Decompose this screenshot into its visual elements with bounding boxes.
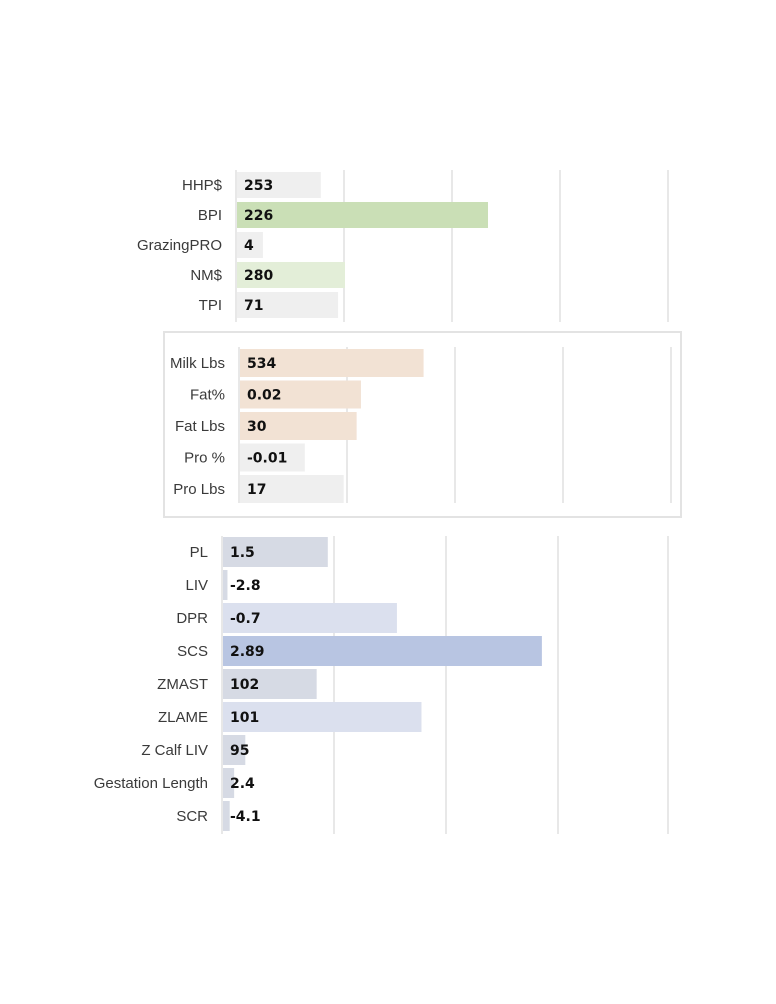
bar-fat-lbs xyxy=(240,412,357,440)
category-label: Fat Lbs xyxy=(175,418,225,435)
value-label: 17 xyxy=(247,482,266,498)
value-label: -0.7 xyxy=(230,611,261,627)
value-label: 1.5 xyxy=(230,545,255,561)
category-label: Fat% xyxy=(190,387,225,404)
category-label: Pro Lbs xyxy=(173,481,225,498)
category-label: SCR xyxy=(176,808,208,825)
category-label: Gestation Length xyxy=(94,775,208,792)
value-label: 0.02 xyxy=(247,388,282,404)
bar-milk-lbs xyxy=(240,349,424,377)
bar-scr xyxy=(223,801,230,831)
value-label: -0.01 xyxy=(247,451,287,467)
value-label: 253 xyxy=(244,178,273,194)
bar-zlame xyxy=(223,702,422,732)
category-label: ZMAST xyxy=(157,676,208,693)
value-label: 226 xyxy=(244,208,273,224)
bar-grazingpro xyxy=(237,232,263,258)
chart-health: PL 1.5 LIV -2.8 DPR -0.7 SCS 2.89 ZMAST 102 ZLAME 1… xyxy=(0,534,776,836)
bar-zmast xyxy=(223,669,317,699)
category-label: Z Calf LIV xyxy=(141,742,208,759)
value-label: 2.89 xyxy=(230,644,265,660)
value-label: 102 xyxy=(230,677,259,693)
bar-bpi xyxy=(237,202,488,228)
category-label: TPI xyxy=(199,297,222,314)
chart-indexes-svg: HHP$ 253 BPI 226 GrazingPRO 4 NM$ 280 TPI 71 xyxy=(137,170,669,322)
chart-health-svg: PL 1.5 LIV -2.8 DPR -0.7 SCS 2.89 ZMAST 102 ZLAME 1… xyxy=(94,536,669,834)
value-label: 534 xyxy=(247,356,276,372)
value-label: 280 xyxy=(244,268,273,284)
category-label: Milk Lbs xyxy=(170,355,225,372)
value-label: 95 xyxy=(230,743,249,759)
bar-scs xyxy=(223,636,542,666)
bar-fat- xyxy=(240,380,361,409)
category-label: Pro % xyxy=(184,450,225,467)
bar-pl xyxy=(223,537,328,567)
bar-dpr xyxy=(223,603,397,633)
bar-pro- xyxy=(240,443,305,472)
category-label: NM$ xyxy=(190,267,222,284)
category-label: HHP$ xyxy=(182,177,223,194)
value-label: 71 xyxy=(244,298,263,314)
value-label: -2.8 xyxy=(230,578,261,594)
bar-hhp- xyxy=(237,172,321,198)
bar-z-calf-liv xyxy=(223,735,246,765)
bar-nm- xyxy=(237,262,345,288)
bar-liv xyxy=(223,570,228,600)
value-label: -4.1 xyxy=(230,809,261,825)
bar-tpi xyxy=(237,292,339,318)
category-label: BPI xyxy=(198,207,222,224)
value-label: 101 xyxy=(230,710,259,726)
value-label: 2.4 xyxy=(230,776,255,792)
category-label: SCS xyxy=(177,643,208,660)
category-label: ZLAME xyxy=(158,709,208,726)
chart-production-box: Milk Lbs 534 Fat% 0.02 Fat Lbs 30 Pro % -0.01 Pr… xyxy=(163,331,682,518)
bar-pro-lbs xyxy=(240,475,344,503)
category-label: DPR xyxy=(176,610,208,627)
value-label: 4 xyxy=(244,238,254,254)
chart-production-svg: Milk Lbs 534 Fat% 0.02 Fat Lbs 30 Pro % -0.01 Pr… xyxy=(170,347,672,503)
chart-indexes: HHP$ 253 BPI 226 GrazingPRO 4 NM$ 280 TPI 71 xyxy=(0,168,776,324)
value-label: 30 xyxy=(247,419,267,435)
bar-gestation-length xyxy=(223,768,235,798)
category-label: PL xyxy=(190,544,208,561)
category-label: LIV xyxy=(185,577,208,594)
category-label: GrazingPRO xyxy=(137,237,222,254)
